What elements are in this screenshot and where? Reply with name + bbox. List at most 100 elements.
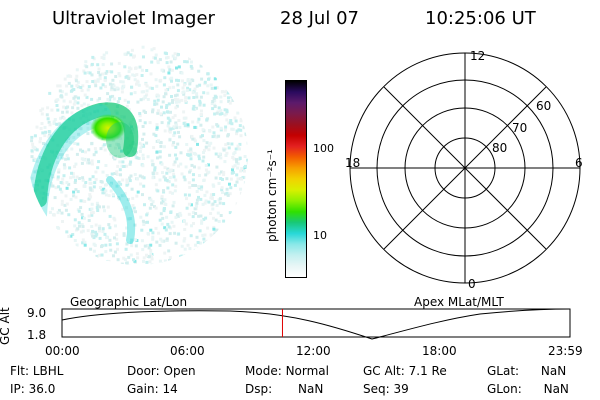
speckle-pixel <box>156 61 160 65</box>
speckle-pixel <box>201 202 205 206</box>
speckle-pixel <box>217 155 221 158</box>
speckle-pixel <box>154 78 158 82</box>
speckle-pixel <box>81 225 85 229</box>
speckle-pixel <box>58 84 62 88</box>
speckle-pixel <box>115 86 119 90</box>
speckle-pixel <box>170 68 174 72</box>
speckle-pixel <box>155 150 159 154</box>
speckle-pixel <box>131 209 135 213</box>
speckle-pixel <box>139 98 143 102</box>
speckle-pixel <box>153 166 157 170</box>
speckle-pixel <box>133 238 137 242</box>
speckle-pixel <box>173 160 177 164</box>
speckle-pixel <box>206 91 210 95</box>
speckle-pixel <box>186 86 190 90</box>
speckle-pixel <box>209 233 213 237</box>
speckle-pixel <box>112 84 116 88</box>
speckle-pixel <box>190 78 194 82</box>
speckle-pixel <box>231 156 235 159</box>
speckle-pixel <box>108 214 112 218</box>
speckle-pixel <box>146 98 150 101</box>
speckle-pixel <box>100 245 103 249</box>
mlt-label-12: 12 <box>470 49 485 63</box>
speckle-pixel <box>119 182 123 186</box>
speckle-pixel <box>87 85 91 89</box>
speckle-pixel <box>130 238 134 242</box>
speckle-pixel <box>104 243 108 247</box>
speckle-pixel <box>115 170 119 174</box>
speckle-pixel <box>122 84 126 88</box>
speckle-pixel <box>120 262 124 265</box>
speckle-pixel <box>101 227 105 231</box>
speckle-pixel <box>127 75 131 79</box>
speckle-pixel <box>227 99 231 103</box>
speckle-pixel <box>143 244 147 248</box>
speckle-pixel <box>121 160 125 164</box>
speckle-pixel <box>197 154 201 158</box>
speckle-pixel <box>102 143 106 147</box>
speckle-pixel <box>158 58 162 62</box>
speckle-pixel <box>202 139 206 143</box>
speckle-pixel <box>180 71 184 75</box>
speckle-pixel <box>96 78 100 82</box>
speckle-pixel <box>214 218 218 222</box>
speckle-pixel <box>240 167 244 171</box>
speckle-pixel <box>166 222 170 226</box>
speckle-pixel <box>242 169 246 173</box>
speckle-pixel <box>174 215 178 219</box>
speckle-pixel <box>212 184 216 188</box>
speckle-pixel <box>127 70 131 74</box>
speckle-pixel <box>150 254 153 258</box>
auroral-hotspot <box>90 114 126 142</box>
speckle-pixel <box>129 174 133 178</box>
speckle-pixel <box>166 88 170 92</box>
speckle-pixel <box>228 182 231 186</box>
speckle-pixel <box>116 258 120 262</box>
speckle-pixel <box>160 201 163 205</box>
speckle-pixel <box>145 253 148 257</box>
speckle-pixel <box>106 205 110 209</box>
speckle-pixel <box>122 233 126 237</box>
speckle-pixel <box>160 105 163 109</box>
speckle-pixel <box>148 206 152 210</box>
speckle-pixel <box>56 98 60 102</box>
speckle-pixel <box>67 81 71 85</box>
speckle-pixel <box>79 127 83 131</box>
speckle-pixel <box>80 212 84 216</box>
speckle-pixel <box>182 92 186 96</box>
speckle-pixel <box>121 207 125 211</box>
speckle-pixel <box>183 237 187 241</box>
speckle-pixel <box>175 157 179 161</box>
speckle-pixel <box>93 147 97 151</box>
speckle-pixel <box>231 127 235 131</box>
speckle-pixel <box>194 152 198 156</box>
speckle-pixel <box>206 72 210 76</box>
speckle-pixel <box>46 106 50 110</box>
speckle-pixel <box>77 209 81 213</box>
speckle-pixel <box>125 242 129 246</box>
speckle-pixel <box>218 152 222 156</box>
colorbar-tick-100: 100 <box>313 142 334 155</box>
speckle-pixel <box>56 177 60 181</box>
speckle-pixel <box>83 200 87 203</box>
speckle-pixel <box>145 213 149 217</box>
speckle-pixel <box>136 190 140 194</box>
speckle-pixel <box>236 144 240 148</box>
speckle-pixel <box>62 116 66 120</box>
speckle-pixel <box>81 216 85 220</box>
speckle-pixel <box>68 100 72 104</box>
speckle-pixel <box>200 77 204 81</box>
speckle-pixel <box>197 157 201 161</box>
speckle-pixel <box>163 259 167 263</box>
speckle-pixel <box>186 243 190 247</box>
speckle-pixel <box>210 86 214 90</box>
speckle-pixel <box>89 195 93 199</box>
speckle-pixel <box>172 163 176 167</box>
speckle-pixel <box>142 109 146 113</box>
speckle-pixel <box>176 142 180 146</box>
speckle-pixel <box>187 202 191 206</box>
speckle-pixel <box>108 98 112 102</box>
speckle-pixel <box>157 231 161 235</box>
info-door-value: Open <box>163 364 196 378</box>
speckle-pixel <box>65 148 69 152</box>
